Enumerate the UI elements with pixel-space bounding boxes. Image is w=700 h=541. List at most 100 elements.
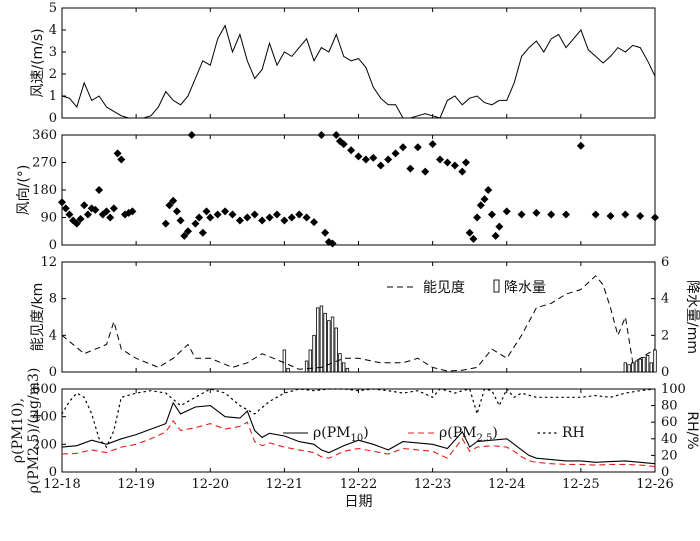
y-tick-label: 0: [49, 465, 57, 480]
wind-direction-point: [480, 195, 489, 204]
wind-direction-point: [265, 213, 274, 222]
precipitation-bar: [286, 367, 290, 373]
x-tick-label: 12-24: [488, 477, 525, 492]
y-tick-label: 4: [49, 328, 57, 343]
precipitation-bar: [334, 327, 338, 373]
x-tick-label: 12-20: [192, 477, 229, 492]
wind-direction-axis-label: 风向/(°): [16, 165, 32, 216]
wind-direction-point: [243, 213, 252, 222]
wind-direction-point: [165, 201, 174, 210]
precipitation-bar: [642, 356, 646, 373]
wind-direction-point: [287, 213, 296, 222]
wind-direction-point: [221, 207, 230, 216]
precipitation-bar: [282, 349, 287, 373]
wind-direction-point: [61, 204, 70, 213]
precipitation-bar: [627, 364, 631, 373]
panel-1-frame: [61, 7, 656, 119]
y-tick-label-right: 100: [661, 382, 686, 397]
wind-direction-point: [272, 210, 281, 219]
wind-direction-point: [161, 219, 170, 228]
precipitation-bar: [327, 320, 331, 373]
wind-direction-point: [83, 210, 92, 219]
wind-direction-point: [310, 218, 319, 227]
visibility-legend-label: 能见度: [423, 280, 465, 296]
wind-direction-point: [106, 213, 115, 222]
wind-direction-point: [495, 222, 504, 231]
precipitation-legend-label: 降水量: [504, 280, 546, 296]
wind-direction-point: [339, 140, 348, 149]
wind-direction-point: [347, 146, 356, 155]
visibility-line: [61, 275, 656, 372]
y-tick-label: 0: [49, 238, 57, 253]
wind-direction-point: [651, 213, 659, 222]
wind-direction-point: [328, 239, 337, 248]
precipitation-bar: [638, 358, 642, 373]
y-tick-label-right: 4: [661, 292, 669, 307]
y-tick-label: 8: [49, 292, 57, 307]
precipitation-bar: [323, 312, 327, 373]
wind-direction-point: [65, 210, 74, 219]
wind-direction-point: [180, 231, 189, 240]
y-tick-label-right: 6: [661, 255, 669, 270]
precipitation-axis-label: 降水量/mm: [684, 280, 700, 354]
wind-direction-point: [109, 204, 118, 213]
wind-speed-line: [61, 24, 656, 119]
y-tick-label: 0: [49, 111, 57, 126]
wind-direction-point: [198, 228, 207, 237]
pm25-legend-label: ρ(PM2.5): [439, 425, 498, 444]
wind-direction-point: [361, 155, 370, 164]
wind-direction-point: [591, 210, 600, 219]
y-tick-label: 90: [40, 211, 57, 226]
precipitation-bar: [623, 362, 628, 373]
precipitation-bar: [338, 353, 342, 373]
rh-legend-label: RH: [562, 425, 585, 441]
wind-speed-axis-label: 风速/(m/s): [30, 28, 46, 97]
wind-direction-point: [391, 149, 400, 158]
wind-direction-point: [191, 219, 200, 228]
wind-direction-point: [184, 227, 193, 236]
wind-direction-point: [213, 210, 222, 219]
precipitation-legend-swatch: [493, 279, 500, 293]
wind-direction-point: [176, 216, 185, 225]
y-tick-label: 0: [49, 365, 57, 380]
wind-direction-point: [332, 131, 341, 139]
wind-direction-point: [473, 213, 482, 222]
precipitation-bar: [319, 305, 324, 373]
panel-2-frame: [61, 134, 656, 246]
wind-direction-point: [636, 211, 645, 220]
wind-direction-point: [502, 207, 511, 216]
wind-direction-point: [413, 143, 422, 152]
wind-direction-point: [562, 210, 571, 219]
wind-direction-point: [258, 216, 267, 225]
wind-direction-point: [295, 210, 304, 219]
x-tick-label: 12-21: [266, 477, 303, 492]
rh-axis-label: RH/%: [684, 411, 700, 449]
wind-direction-point: [354, 152, 363, 161]
wind-direction-point: [376, 161, 385, 170]
wind-direction-point: [484, 186, 493, 194]
y-tick-label: 1: [49, 89, 57, 104]
x-tick-label: 12-26: [636, 477, 673, 492]
wind-direction-point: [547, 210, 556, 219]
wind-direction-point: [250, 210, 259, 219]
wind-direction-point: [195, 213, 204, 222]
wind-direction-point: [450, 161, 459, 170]
wind-direction-point: [606, 211, 615, 220]
y-tick-label-right: 80: [661, 399, 678, 414]
wind-direction-point: [384, 155, 393, 164]
y-tick-label: 360: [32, 128, 57, 143]
y-tick-label: 2: [49, 67, 57, 82]
wind-direction-point: [621, 210, 630, 219]
precipitation-bar: [634, 360, 639, 373]
wind-direction-point: [369, 153, 378, 162]
wind-direction-point: [102, 207, 111, 216]
wind-direction-point: [113, 149, 122, 158]
x-tick-label: 12-19: [117, 477, 154, 492]
x-tick-label: 12-25: [562, 477, 599, 492]
y-tick-label: 270: [32, 156, 57, 171]
wind-direction-point: [280, 216, 289, 225]
x-tick-label: 12-23: [414, 477, 451, 492]
y-tick-label: 200: [32, 437, 57, 452]
y-tick-label-right: 60: [661, 415, 678, 430]
y-tick-label: 400: [32, 410, 57, 425]
